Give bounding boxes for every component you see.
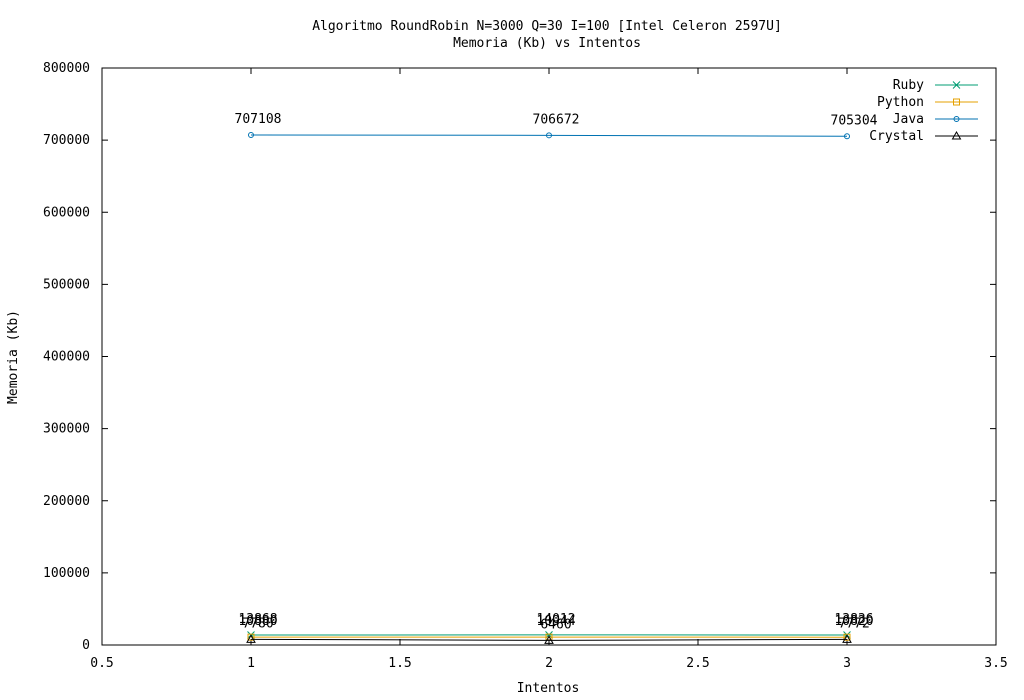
axis-ticks: 0.5 1 1.5 2 2.5 3 3.5 0 100000 200000 300000 400000… xyxy=(43,61,1008,671)
legend-marker xyxy=(953,116,960,122)
x-tick-label: 2 xyxy=(545,656,553,671)
data-label: 706672 xyxy=(533,112,580,127)
data-point xyxy=(248,131,254,138)
y-tick-label: 600000 xyxy=(43,205,90,220)
x-tick-label: 1.5 xyxy=(388,656,411,671)
data-label: 7780 xyxy=(242,616,273,631)
legend-marker xyxy=(953,98,960,106)
x-tick-label: 2.5 xyxy=(686,656,709,671)
data-label: 13868 xyxy=(238,612,277,627)
plot-frame xyxy=(101,67,997,646)
x-tick-label: 3.5 xyxy=(984,656,1007,671)
x-tick-label: 0.5 xyxy=(90,656,113,671)
y-axis-label: Memoria (Kb) xyxy=(6,310,21,404)
data-point xyxy=(544,635,554,644)
data-label: 707108 xyxy=(235,112,282,127)
data-label: 7772 xyxy=(838,616,869,631)
data-point xyxy=(247,633,255,641)
y-tick-label: 200000 xyxy=(43,494,90,509)
legend-label: Java xyxy=(893,112,924,127)
data-point xyxy=(843,633,851,641)
data-label: 6460 xyxy=(540,617,571,632)
y-tick-label: 800000 xyxy=(43,61,90,76)
series-line xyxy=(250,134,848,137)
legend-label: Python xyxy=(877,95,924,110)
y-tick-label: 700000 xyxy=(43,133,90,148)
series-java: 707108 706672 705304 xyxy=(235,112,878,140)
chart-title: Algoritmo RoundRobin N=3000 Q=30 I=100 [… xyxy=(312,19,782,34)
data-label: 10944 xyxy=(536,614,575,629)
data-label: 705304 xyxy=(831,113,878,128)
data-point xyxy=(246,634,256,643)
data-label: 13836 xyxy=(834,612,873,627)
x-axis-label: Intentos xyxy=(517,681,580,696)
series-line xyxy=(250,638,848,641)
x-tick-label: 3 xyxy=(843,656,851,671)
legend-label: Crystal xyxy=(869,129,924,144)
series-layer: 13868 14012 13836 10880 10944 10820 707108 7066… xyxy=(235,112,878,644)
data-point xyxy=(546,132,552,139)
y-tick-label: 500000 xyxy=(43,277,90,292)
data-point xyxy=(842,634,852,643)
legend-label: Ruby xyxy=(893,78,924,93)
y-tick-label: 100000 xyxy=(43,566,90,581)
data-label: 10880 xyxy=(238,614,277,629)
y-tick-label: 0 xyxy=(82,638,90,653)
series-crystal: 7780 6460 7772 xyxy=(242,616,870,644)
legend-marker xyxy=(951,130,962,140)
legend: Ruby Python Java Crystal xyxy=(869,78,978,144)
x-tick-label: 1 xyxy=(247,656,255,671)
series-ruby: 13868 14012 13836 xyxy=(238,612,874,639)
chart-subtitle: Memoria (Kb) vs Intentos xyxy=(453,36,641,51)
y-tick-label: 300000 xyxy=(43,422,90,437)
data-label: 10820 xyxy=(834,614,873,629)
data-label: 14012 xyxy=(536,612,575,627)
legend-marker xyxy=(952,81,961,89)
data-point xyxy=(844,133,850,140)
y-tick-label: 400000 xyxy=(43,350,90,365)
